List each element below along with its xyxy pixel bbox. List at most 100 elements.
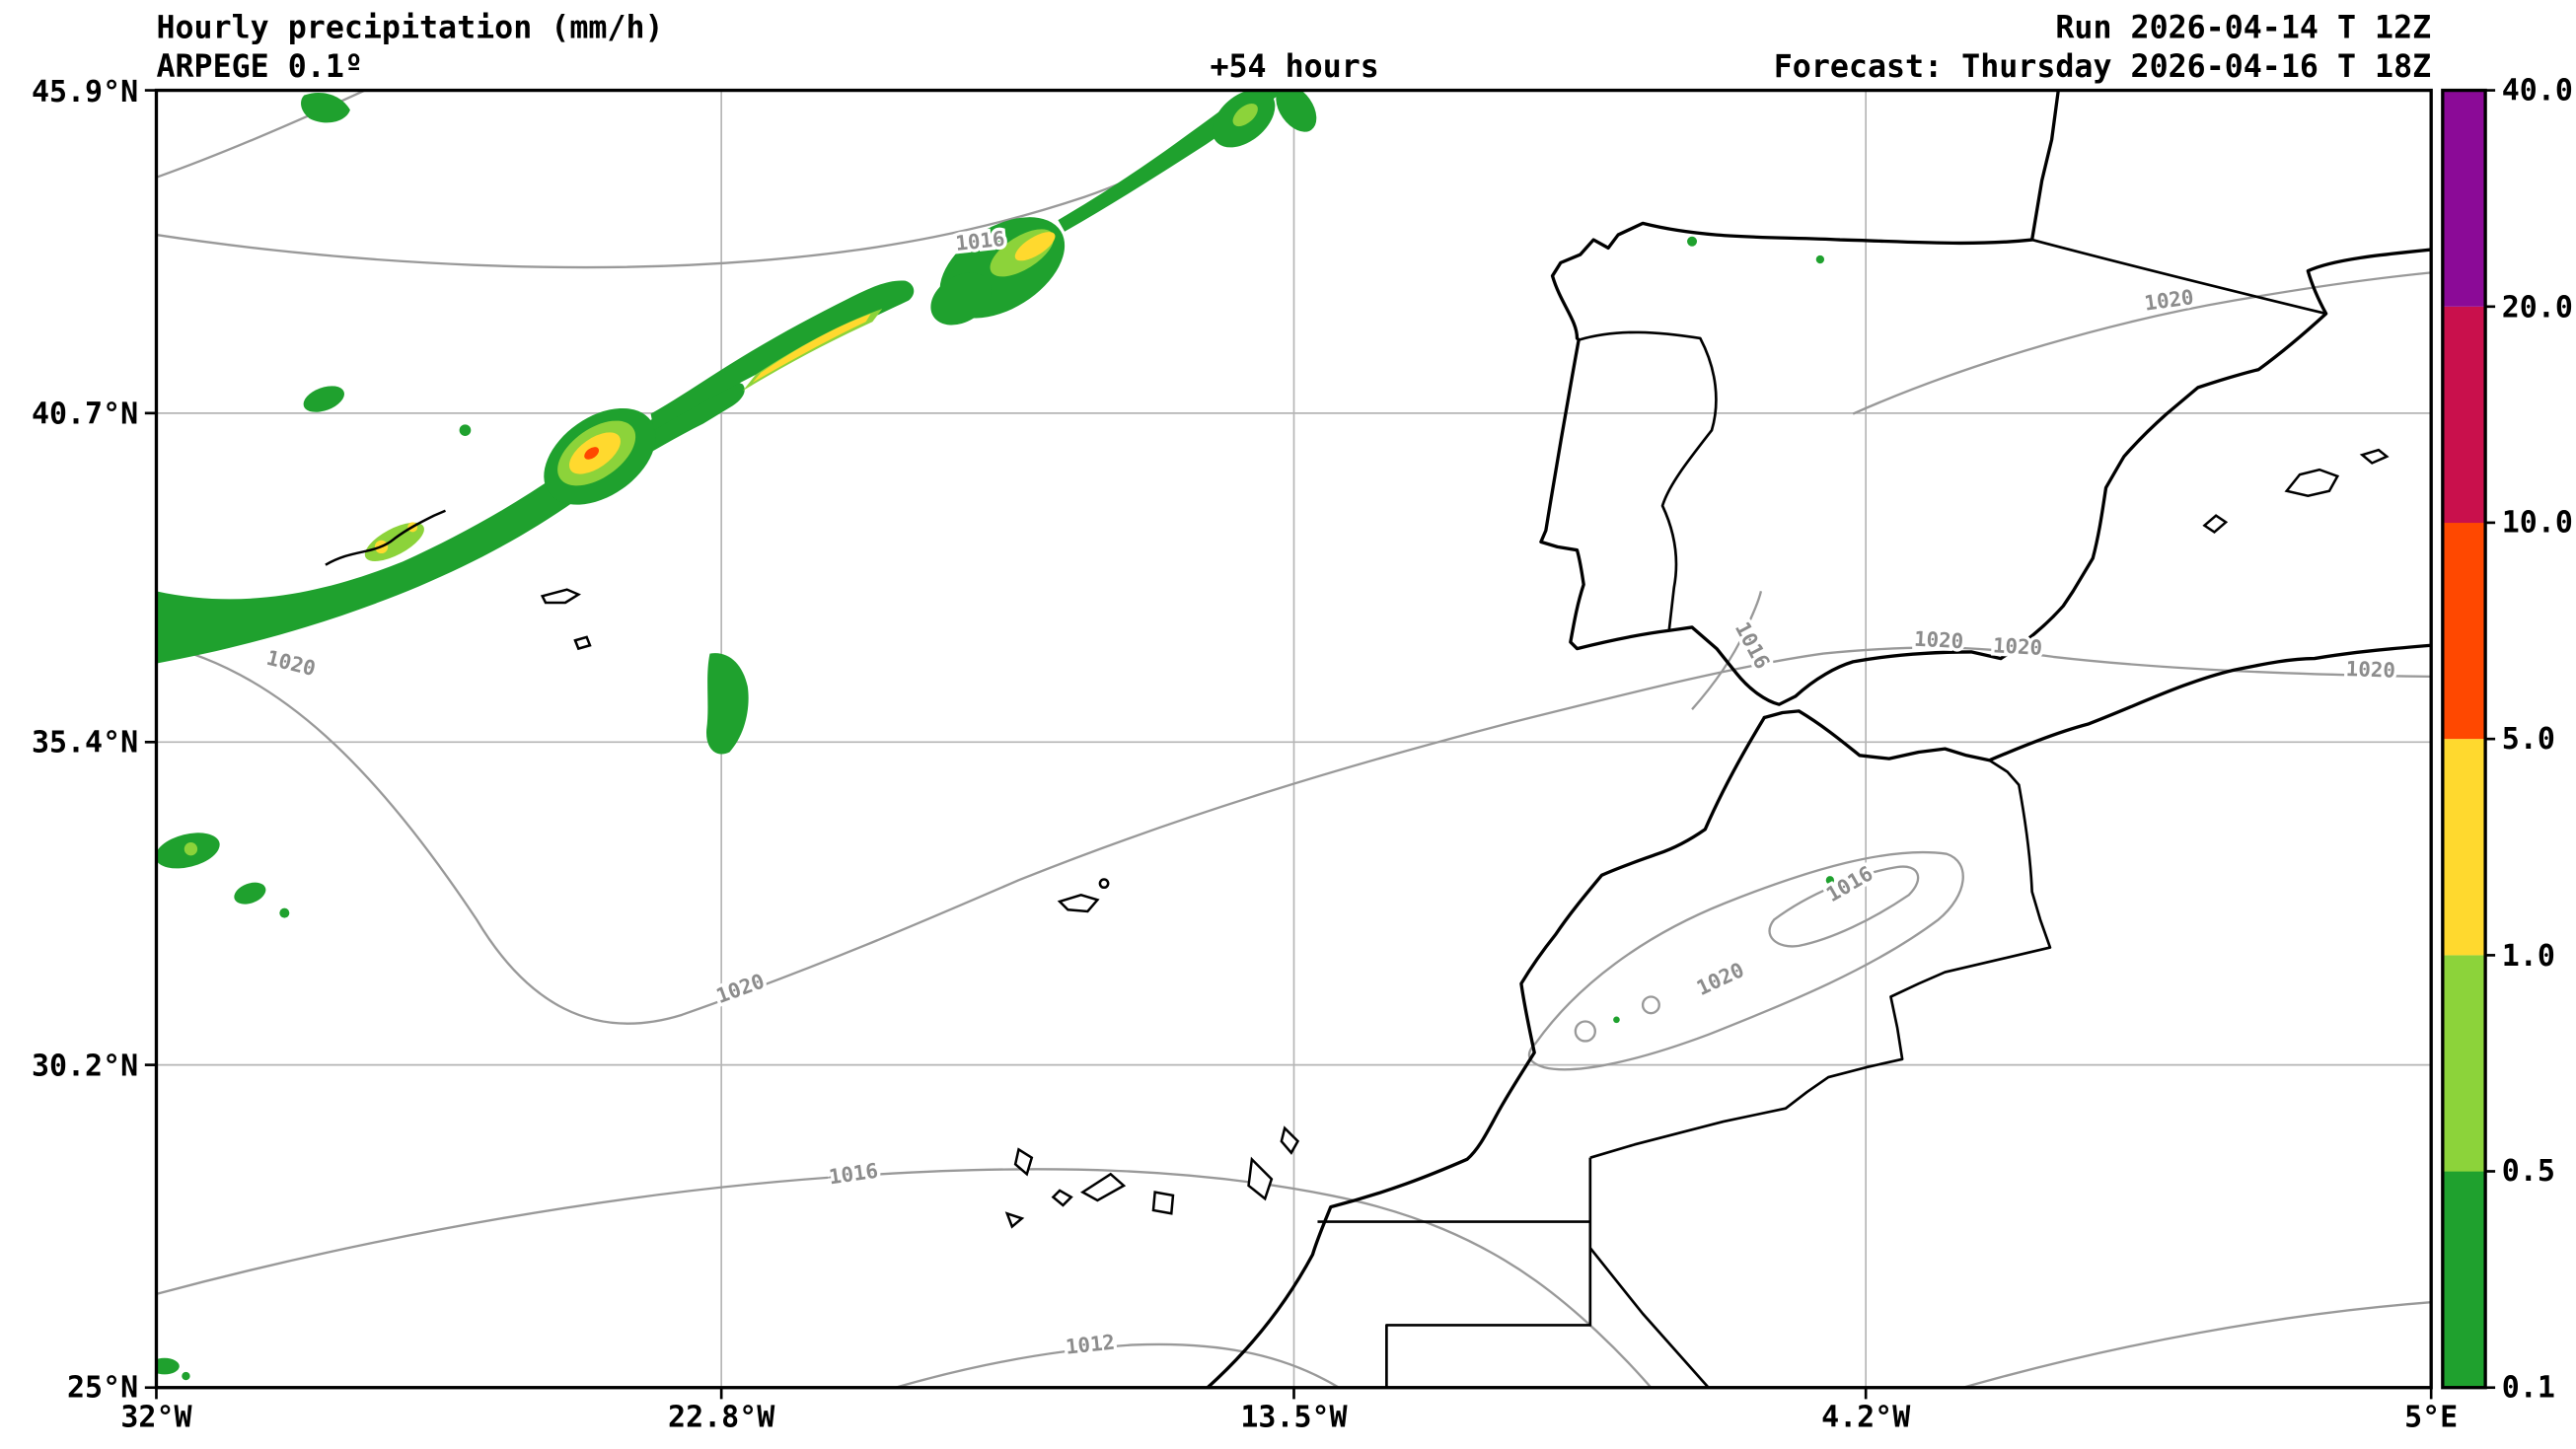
precip-blob-heavy <box>1014 232 1056 261</box>
isobar-small-loop <box>1641 995 1660 1015</box>
border-western-sahara <box>1317 1157 1592 1388</box>
y-tick-label: 25°N <box>67 1371 138 1406</box>
precip-cell <box>303 386 345 412</box>
isobar-1016-lower <box>156 1168 1653 1388</box>
island-menorca <box>2359 448 2390 465</box>
island-el-hierro <box>1004 1211 1025 1229</box>
isobar-label: 1020 <box>2345 657 2395 683</box>
precip-blob <box>1276 90 1317 132</box>
border-pyrenees <box>2031 238 2326 316</box>
colorbar-segment-10-20 <box>2442 306 2486 524</box>
x-tick-label: 4.2°W <box>1821 1401 1911 1435</box>
border-portugal-spain <box>1578 330 1718 631</box>
precip-blob-mid <box>1232 103 1258 127</box>
island-madeira <box>1057 893 1100 913</box>
x-tick-label: 13.5°W <box>1240 1401 1348 1435</box>
y-tick-label: 45.9°N <box>32 75 138 109</box>
model-label: ARPEGE 0.1º <box>156 49 362 85</box>
precip-band-mid <box>650 280 915 431</box>
y-axis: 45.9°N 40.7°N 35.4°N 30.2°N 25°N <box>32 75 157 1406</box>
isobar-label: 1020 <box>1992 633 2042 660</box>
coastline-africa-west <box>1206 715 1766 1388</box>
header: Hourly precipitation (mm/h) ARPEGE 0.1º … <box>156 10 2431 85</box>
island-ibiza <box>2202 514 2229 534</box>
colorbar-tick-label: 0.1 <box>2502 1371 2555 1406</box>
precip-cell <box>301 92 350 123</box>
precip-speck <box>1815 254 1825 264</box>
colorbar-tick-label: 1.0 <box>2502 939 2555 974</box>
chart-title: Hourly precipitation (mm/h) <box>156 10 663 45</box>
precip-blob-intense <box>584 447 600 460</box>
x-axis: 32°W 22.8°W 13.5°W 4.2°W 5°E <box>120 1387 2458 1435</box>
x-tick-label: 22.8°W <box>668 1401 775 1435</box>
band-inner-contour <box>325 509 446 566</box>
isobar-label: 1020 <box>1913 627 1963 654</box>
island-la-palma <box>1013 1147 1034 1177</box>
precip-cell <box>182 1371 190 1381</box>
isobar-1016-atlas-loop <box>1768 865 1920 948</box>
isobar-1020-long <box>156 642 2432 1025</box>
isobar-label: 1016 <box>828 1159 880 1190</box>
island-santa-maria <box>573 635 592 651</box>
run-label: Run 2026-04-14 T 12Z <box>2055 10 2431 45</box>
island-fuerteventura <box>1247 1156 1274 1201</box>
colorbar-segment-0.1-0.5 <box>2442 1171 2486 1388</box>
colorbar-tick-label: 0.5 <box>2502 1154 2555 1189</box>
island-lanzarote <box>1280 1125 1300 1155</box>
x-tick-label: 5°E <box>2404 1401 2458 1435</box>
y-tick-label: 30.2°N <box>32 1049 138 1083</box>
precipitation-field <box>156 90 1835 1381</box>
y-tick-label: 35.4°N <box>32 725 138 760</box>
precip-speck <box>1825 876 1835 885</box>
island-mallorca <box>2284 468 2340 498</box>
isobar-1012-bottom <box>895 1342 1340 1388</box>
islands <box>540 448 2390 1229</box>
island-tenerife <box>1079 1172 1127 1202</box>
precip-cell-mid <box>184 842 198 856</box>
colorbar-tick-label: 20.0 <box>2502 290 2573 325</box>
precip-cell <box>156 1357 180 1375</box>
island-la-gomera <box>1051 1189 1073 1207</box>
colorbar-tick-label: 5.0 <box>2502 722 2555 757</box>
precip-streak-yellow <box>752 313 871 383</box>
isobar-small-loop <box>1574 1020 1596 1043</box>
isobar-label: 1016 <box>954 227 1005 255</box>
precip-cell <box>234 882 266 905</box>
graticule <box>156 90 2432 1388</box>
precip-cell <box>279 907 290 918</box>
precip-blob <box>930 272 993 326</box>
colorbar-tick-label: 10.0 <box>2502 505 2573 540</box>
precip-speck <box>1687 236 1698 247</box>
colorbar-segment-1-5 <box>2442 739 2486 956</box>
colorbar: 40.0 20.0 10.0 5.0 1.0 0.5 0.1 <box>2441 74 2573 1406</box>
colorbar-tick-label: 40.0 <box>2502 74 2573 109</box>
x-tick-label: 32°W <box>120 1401 192 1435</box>
colorbar-segment-0.5-1 <box>2442 955 2486 1172</box>
lead-time-label: +54 hours <box>1210 49 1378 85</box>
coastline-iberia-france <box>1539 90 2432 706</box>
precip-speck <box>1613 1016 1620 1024</box>
precip-cell <box>459 424 472 436</box>
border-algeria-mauritania <box>1588 1247 1710 1388</box>
isobar-labels: 1016 1020 1020 1016 1020 1020 1020 1020 … <box>260 224 2398 1362</box>
border-morocco-algeria <box>1589 759 2052 1159</box>
y-tick-label: 40.7°N <box>32 398 138 432</box>
colorbar-segment-5-10 <box>2442 522 2486 740</box>
coastlines <box>1206 90 2432 1388</box>
isobar-label: 1020 <box>2143 285 2195 316</box>
island-sao-miguel <box>540 588 582 605</box>
isobar-label: 1020 <box>1693 958 1748 1000</box>
isobar-bottomright <box>1962 1301 2432 1388</box>
forecast-label: Forecast: Thursday 2026-04-16 T 18Z <box>1774 49 2431 85</box>
colorbar-segment-20-40 <box>2442 90 2486 307</box>
island-gran-canaria <box>1151 1191 1175 1215</box>
precip-cell-crescent <box>706 653 749 755</box>
isobar-lines <box>156 90 2432 1388</box>
isobar-label: 1012 <box>1065 1331 1116 1359</box>
isobar-1020-atlas-loop <box>1527 850 1964 1071</box>
precip-band-ne <box>1058 90 1285 232</box>
island-porto-santo <box>1098 878 1110 890</box>
isobar-1020-topright <box>1852 271 2432 415</box>
isobar-label: 1020 <box>264 646 318 681</box>
